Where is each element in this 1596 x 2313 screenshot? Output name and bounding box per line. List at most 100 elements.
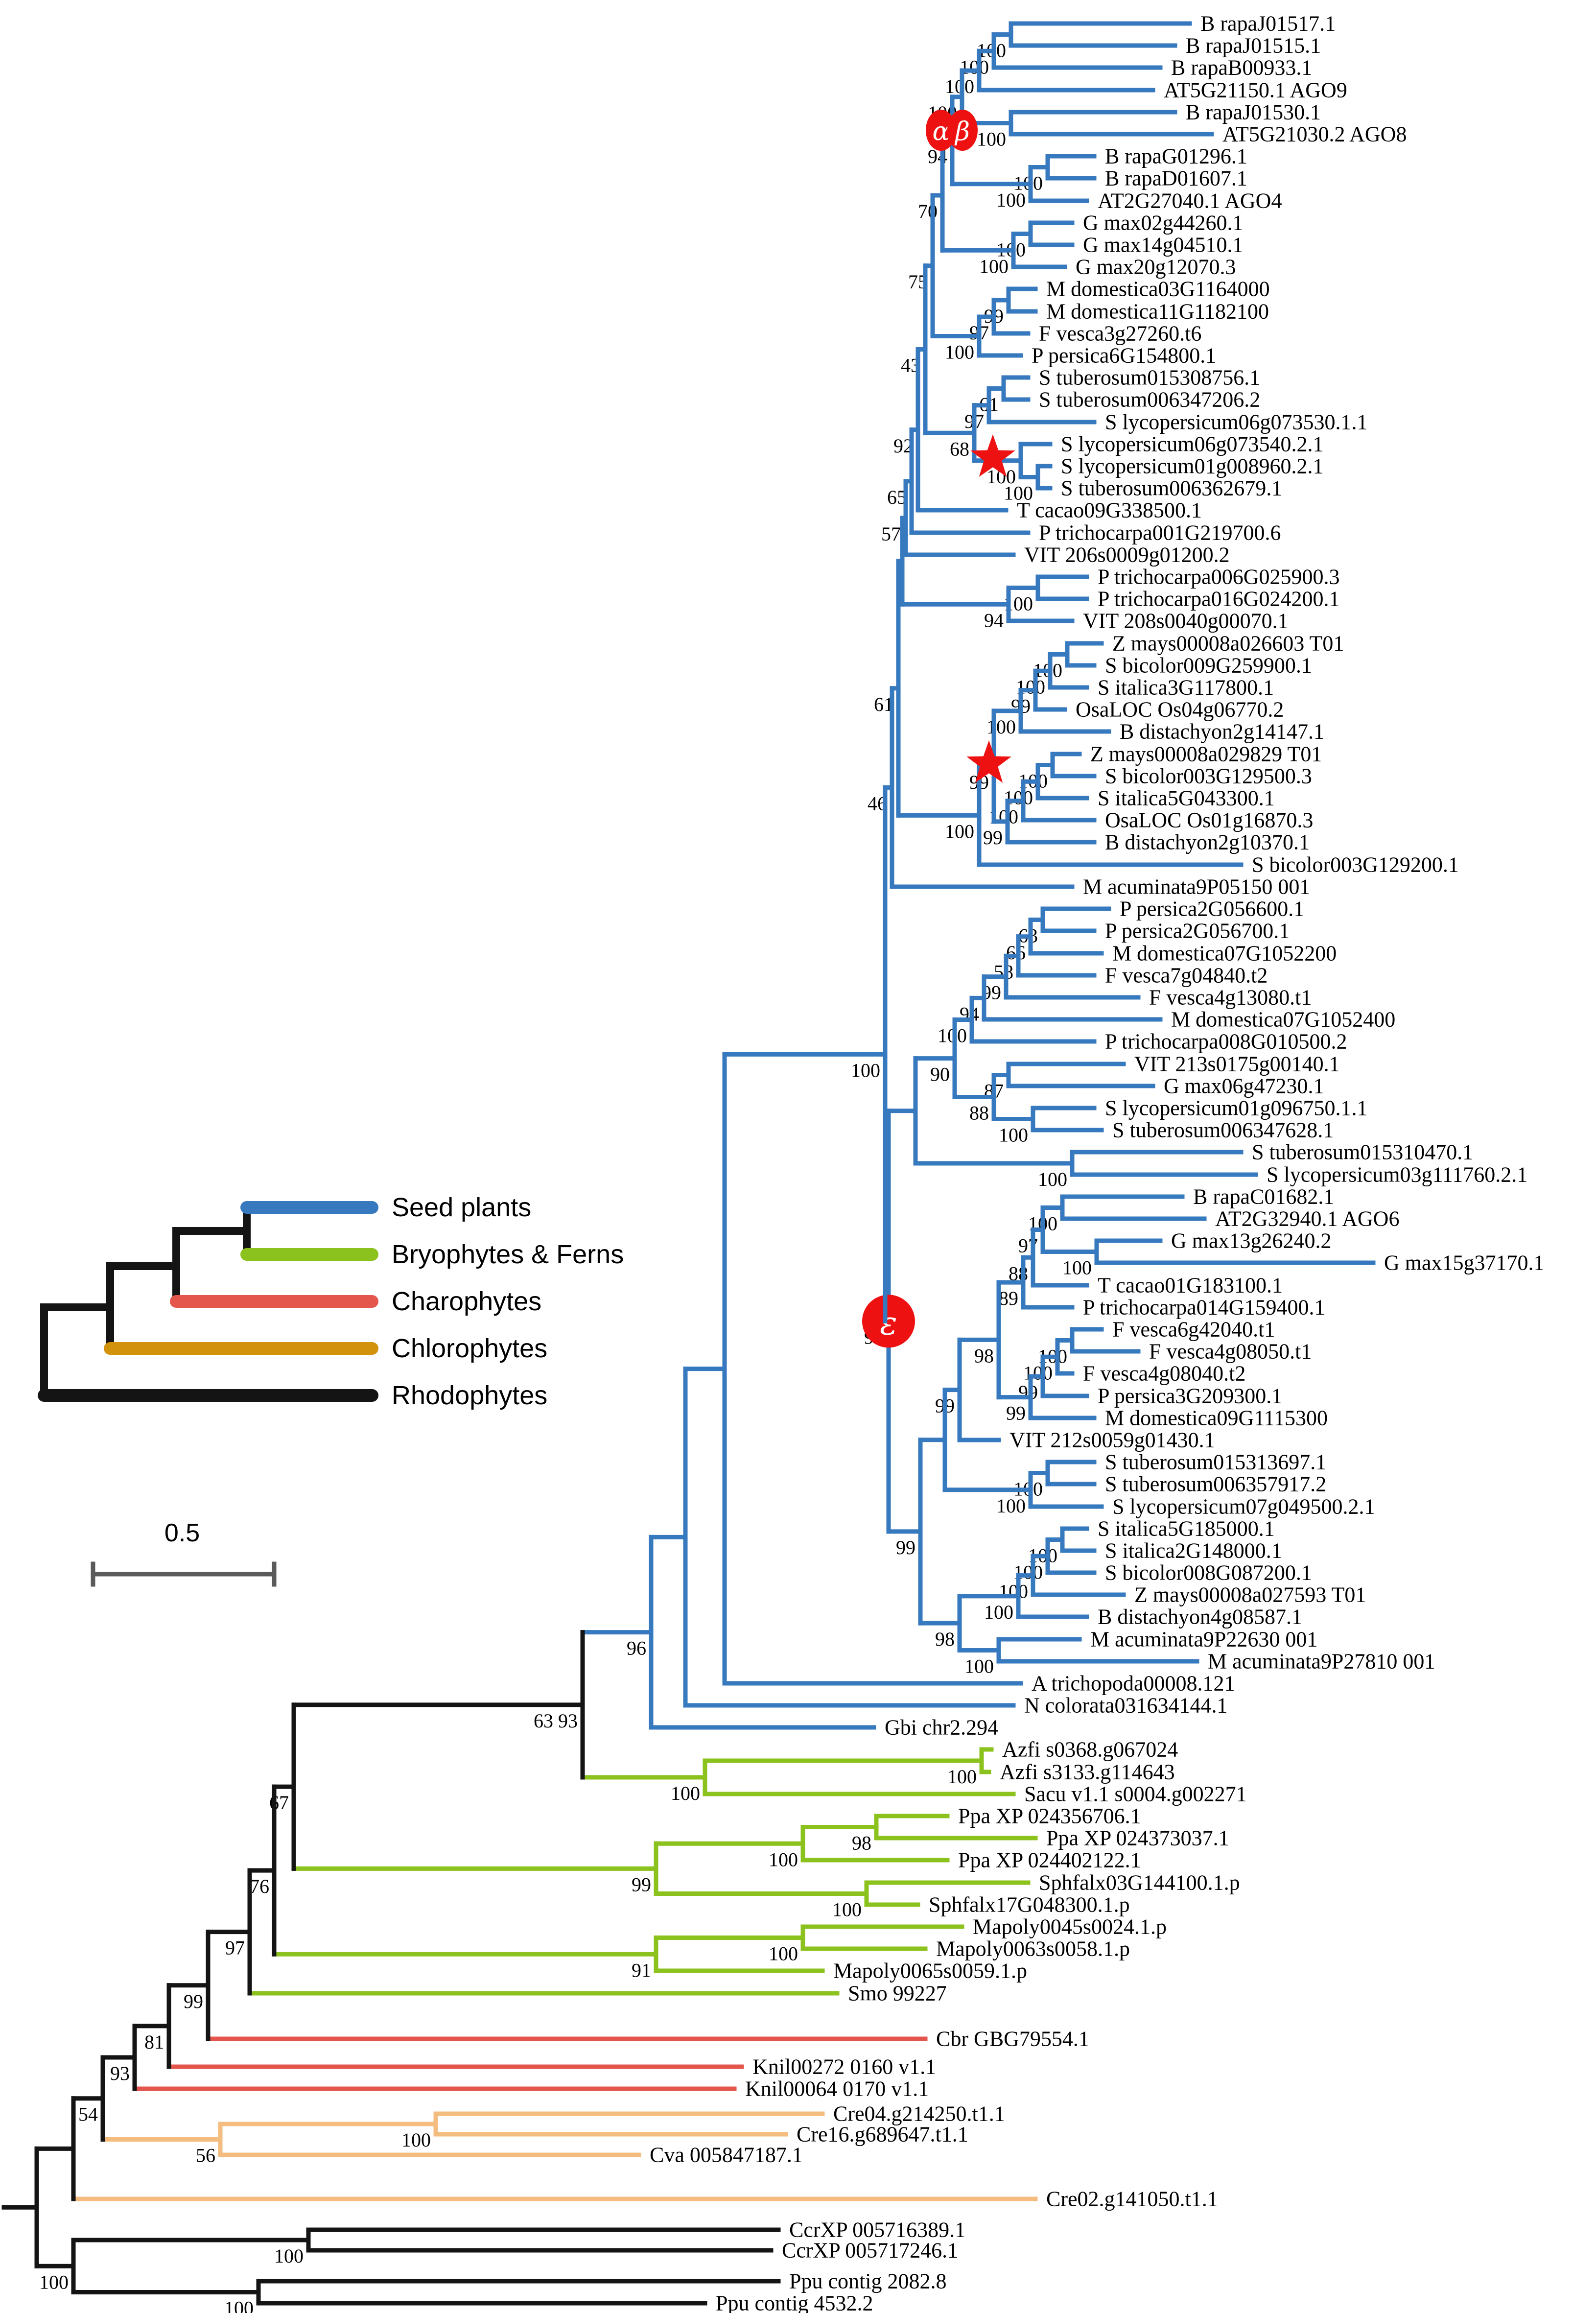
bootstrap-value: 100 [996, 189, 1026, 211]
scale-bar-label: 0.5 [164, 1519, 200, 1547]
taxon-label: Azfi s0368.g067024 [1002, 1738, 1178, 1762]
taxon-label: VIT 213s0175g00140.1 [1134, 1052, 1340, 1076]
taxon-label: G max02g44260.1 [1083, 211, 1244, 235]
bootstrap-value: 66 [1006, 942, 1026, 964]
taxon-label: B rapaJ01515.1 [1186, 34, 1321, 58]
bootstrap-value: 81 [144, 2031, 164, 2053]
taxon-label: VIT 208s0040g00070.1 [1083, 609, 1289, 633]
taxon-label: S tuberosum006347628.1 [1112, 1118, 1334, 1142]
taxon-label: Z mays00008a029829 T01 [1090, 742, 1322, 766]
taxon-label: P persica2G056700.1 [1105, 919, 1290, 943]
taxon-label: AT2G27040.1 AGO4 [1098, 189, 1282, 213]
taxon-label: Smo 99227 [848, 1982, 947, 2006]
bootstrap-value: 100 [945, 820, 974, 842]
bootstrap-value: 100 [945, 341, 974, 363]
taxon-label: P persica3G209300.1 [1098, 1384, 1282, 1408]
taxon-label: S tuberosum015313697.1 [1105, 1450, 1326, 1474]
taxon-label: S bicolor009G259900.1 [1105, 654, 1312, 678]
taxon-label: Knil00064 0170 v1.1 [745, 2077, 929, 2101]
legend-label: Rhodophytes [392, 1381, 547, 1410]
bootstrap-value: 98 [935, 1628, 955, 1650]
taxon-label: P persica6G154800.1 [1032, 344, 1216, 368]
bootstrap-value: 99 [896, 1536, 915, 1558]
taxon-label: N colorata031634144.1 [1024, 1694, 1227, 1718]
bootstrap-value: 97 [225, 1937, 245, 1959]
bootstrap-value: 100 [999, 1581, 1028, 1603]
taxon-label: S italica2G148000.1 [1105, 1539, 1282, 1563]
bootstrap-value: 99 [184, 1990, 203, 2012]
taxon-label: A trichopoda00008.121 [1032, 1672, 1235, 1696]
taxon-label: G max20g12070.3 [1076, 255, 1236, 279]
bootstrap-value: 99 [983, 826, 1003, 849]
taxon-label: S tuberosum015308756.1 [1039, 366, 1260, 390]
bootstrap-value: 94 [984, 609, 1004, 631]
bootstrap-value: 100 [401, 2129, 431, 2151]
taxon-label: OsaLOC Os01g16870.3 [1105, 808, 1313, 832]
taxon-label: S tuberosum006362679.1 [1061, 476, 1282, 500]
taxon-label: F vesca3g27260.t6 [1039, 322, 1201, 346]
taxon-label: S lycopersicum01g008960.2.1 [1061, 454, 1324, 478]
bootstrap-value: 100 [945, 75, 974, 97]
bootstrap-value: 100 [224, 2297, 254, 2313]
taxon-label: Sphfalx03G144100.1.p [1039, 1871, 1240, 1895]
bootstrap-value: 89 [999, 1287, 1018, 1309]
bootstrap-value: 99 [1018, 1381, 1038, 1403]
taxon-label: S bicolor003G129200.1 [1252, 853, 1459, 877]
taxon-label: S italica5G043300.1 [1098, 786, 1275, 810]
bootstrap-value: 91 [632, 1959, 651, 1981]
taxon-label: Z mays00008a026603 T01 [1112, 632, 1344, 656]
taxon-label: B rapaC01682.1 [1193, 1185, 1334, 1209]
taxon-label: G max14g04510.1 [1083, 233, 1244, 257]
legend-label: Chlorophytes [392, 1334, 547, 1363]
bootstrap-value: 100 [1062, 1257, 1092, 1279]
bootstrap-value: 99 [1006, 1402, 1026, 1424]
taxon-label: B distachyon2g10370.1 [1105, 830, 1310, 854]
taxon-label: Mapoly0045s0024.1.p [973, 1915, 1167, 1939]
bootstrap-value: 54 [78, 2103, 98, 2125]
taxon-label: S bicolor003G129500.3 [1105, 764, 1312, 788]
bootstrap-value: 100 [964, 1655, 994, 1677]
bootstrap-value: 100 [960, 56, 989, 78]
taxon-label: S tuberosum006357917.2 [1105, 1472, 1326, 1496]
taxon-label: S lycopersicum06g073540.2.1 [1061, 432, 1324, 456]
taxon-label: B distachyon2g14147.1 [1120, 720, 1324, 744]
bootstrap-value: 57 [881, 523, 901, 545]
bootstrap-value: 96 [627, 1637, 646, 1659]
greek-node-marker [947, 110, 978, 151]
taxon-label: Sacu v1.1 s0004.g002271 [1024, 1782, 1247, 1806]
taxon-label: Ppa XP 024356706.1 [958, 1804, 1141, 1828]
taxon-label: Mapoly0065s0059.1.p [833, 1959, 1027, 1983]
taxon-label: B rapaJ01530.1 [1186, 100, 1321, 124]
taxon-label: M domestica09G1115300 [1105, 1406, 1328, 1430]
bootstrap-value: 100 [39, 2271, 69, 2293]
bootstrap-value: 90 [930, 1063, 950, 1086]
taxon-label: T cacao01G183100.1 [1098, 1274, 1283, 1298]
greek-glyph: α [932, 117, 949, 146]
legend-label: Seed plants [392, 1193, 531, 1222]
taxon-label: M domestica07G1052400 [1171, 1008, 1395, 1032]
taxon-label: P trichocarpa014G159400.1 [1083, 1296, 1325, 1320]
taxon-label: P trichocarpa008G010500.2 [1105, 1030, 1347, 1054]
taxon-label: Sphfalx17G048300.1.p [929, 1893, 1130, 1917]
greek-glyph: β [954, 117, 970, 146]
taxon-label: P trichocarpa016G024200.1 [1098, 587, 1339, 611]
taxon-label: Cbr GBG79554.1 [936, 2027, 1089, 2051]
taxon-label: Mapoly0063s0058.1.p [936, 1937, 1130, 1961]
bootstrap-value: 100 [1038, 1168, 1067, 1190]
taxon-label: Cre16.g689647.t1.1 [797, 2123, 968, 2147]
taxon-label: S lycopersicum03g111760.2.1 [1267, 1163, 1527, 1187]
taxon-label: M domestica11G1182100 [1046, 300, 1269, 324]
bootstrap-value: 100 [769, 1848, 798, 1870]
taxon-label: S tuberosum006347206.2 [1039, 388, 1260, 412]
taxon-label: Z mays00008a027593 T01 [1134, 1583, 1366, 1607]
bootstrap-value: 100 [851, 1059, 880, 1081]
taxon-label: S lycopersicum06g073530.1.1 [1105, 410, 1368, 434]
bootstrap-value: 63 93 [534, 1710, 578, 1732]
bootstrap-value: 93 [110, 2062, 130, 2084]
bootstrap-value: 100 [986, 716, 1016, 738]
taxon-label: P persica2G056600.1 [1120, 897, 1304, 921]
taxon-label: Knil00272 0160 v1.1 [752, 2055, 936, 2079]
taxon-label: B distachyon4g08587.1 [1098, 1605, 1302, 1629]
